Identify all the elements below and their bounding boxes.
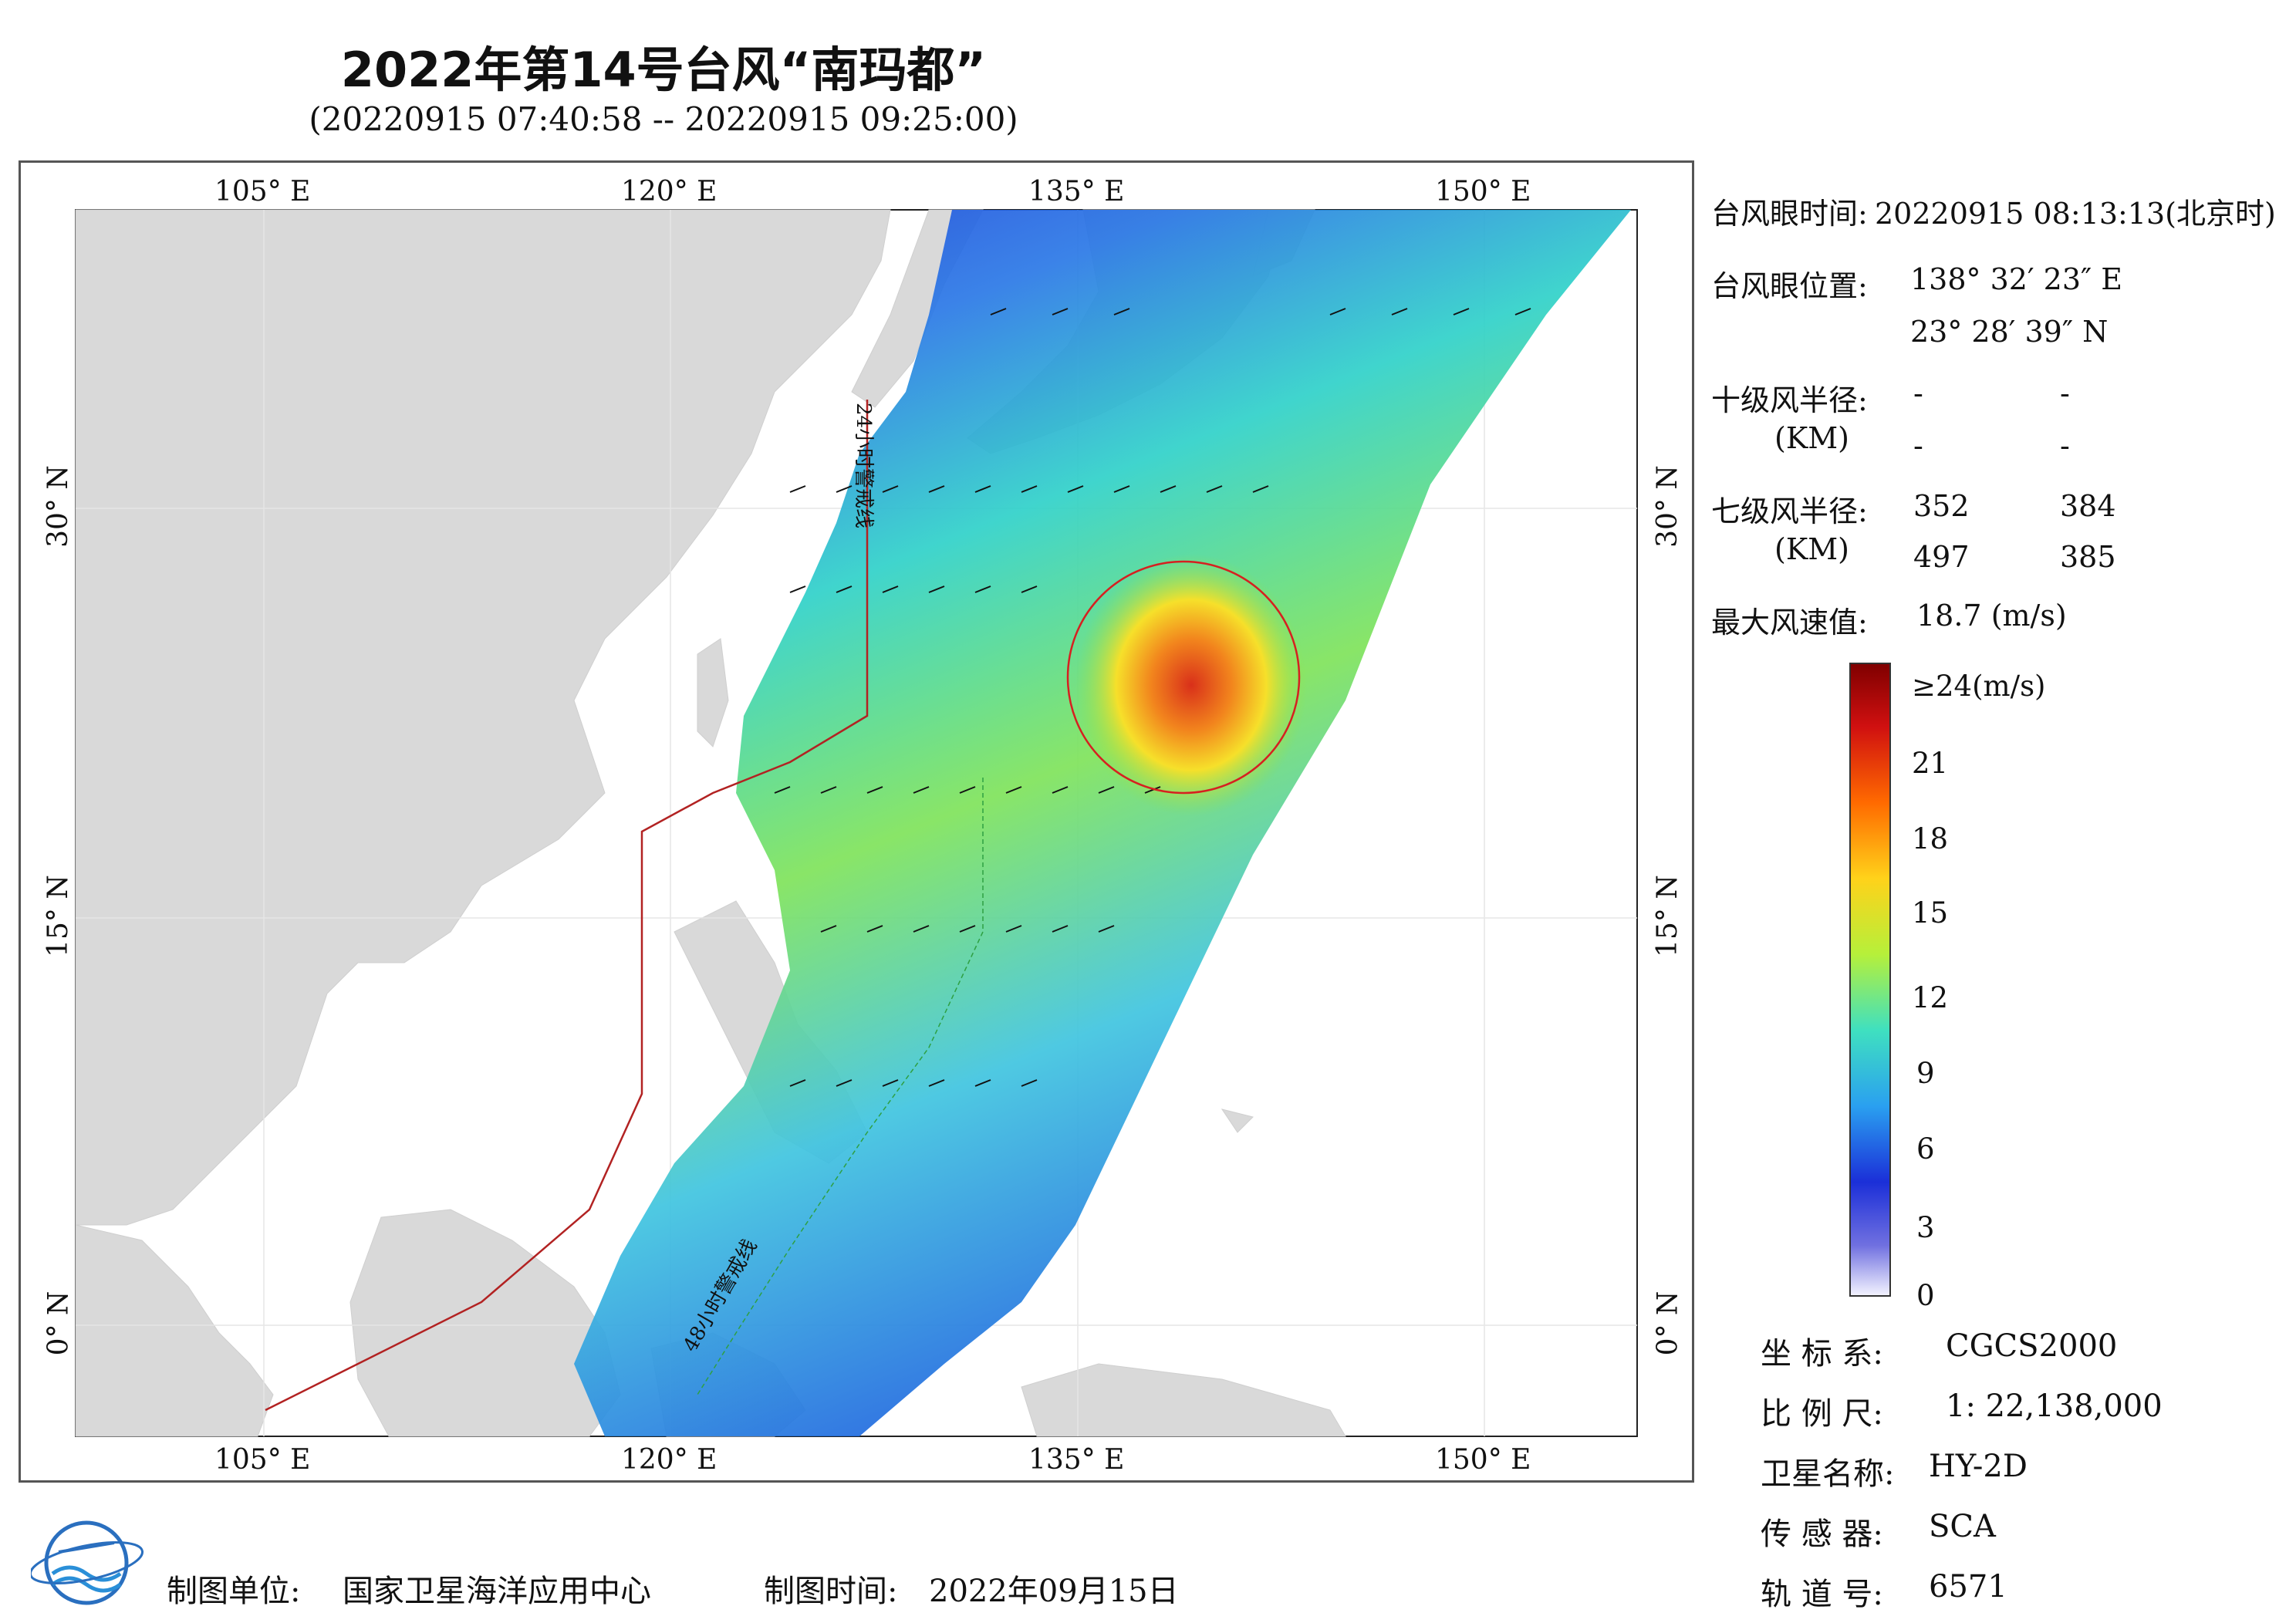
scale-value: 1: 22,138,000 <box>1946 1388 2163 1424</box>
lon-label-top-105: 105° E <box>214 176 311 208</box>
r10-value-nw: - <box>2060 429 2070 463</box>
r7-value-nw: 385 <box>2060 540 2116 574</box>
warning-line-48h <box>697 778 984 1395</box>
r10-value-se: - <box>2060 376 2070 410</box>
orbit-label: 轨 道 号: <box>1761 1577 1883 1612</box>
colorbar-label-0: 0 <box>1916 1279 1935 1312</box>
eye-time-label: 台风眼时间: <box>1711 197 1868 231</box>
typhoon-wind-radius-circle <box>1066 560 1301 795</box>
max-wind-label: 最大风速值: <box>1711 606 1868 639</box>
colorbar-label-3: 3 <box>1916 1211 1935 1244</box>
r10-unit: (KM) <box>1774 421 1849 455</box>
colorbar-label-9: 9 <box>1916 1057 1935 1090</box>
r7-unit: (KM) <box>1774 532 1849 566</box>
eye-time-value: 20220915 08:13:13(北京时) <box>1875 197 2276 231</box>
r10-value-ne: - <box>1913 376 1923 410</box>
nsoas-logo <box>31 1520 144 1605</box>
lat-label-right-15: 15° N <box>1651 875 1683 957</box>
eye-longitude: 138° 32′ 23″ E <box>1910 262 2123 296</box>
lon-label-bottom-120: 120° E <box>621 1444 718 1476</box>
lat-label-left-15: 15° N <box>42 875 74 957</box>
lon-label-bottom-135: 135° E <box>1028 1444 1125 1476</box>
sensor-label: 传 感 器: <box>1761 1517 1883 1552</box>
satellite-value: HY-2D <box>1929 1449 2028 1484</box>
crs-label: 坐 标 系: <box>1761 1336 1883 1372</box>
colorbar-label-21: 21 <box>1912 747 1949 780</box>
typhoon-core-high-wind <box>1075 554 1307 816</box>
crs-value: CGCS2000 <box>1946 1328 2118 1364</box>
r7-value-sw: 497 <box>1913 540 1970 574</box>
lat-label-left-0: 0° N <box>42 1291 75 1356</box>
lon-label-top-150: 150° E <box>1435 176 1531 208</box>
lat-label-right-30: 30° N <box>1651 465 1683 548</box>
scatterometer-swath <box>574 210 1631 1436</box>
satellite-label: 卫星名称: <box>1761 1456 1895 1492</box>
lon-label-bottom-150: 150° E <box>1435 1444 1531 1476</box>
r10-label: 十级风半径: <box>1711 383 1868 417</box>
colorbar-label-18: 18 <box>1912 822 1949 855</box>
colorbar-label-15: 15 <box>1912 896 1949 930</box>
lon-label-top-120: 120° E <box>621 176 718 208</box>
lon-label-top-135: 135° E <box>1028 176 1125 208</box>
r10-value-sw: - <box>1913 429 1923 463</box>
lat-label-right-0: 0° N <box>1652 1291 1684 1356</box>
wind-speed-colorbar <box>1849 663 1891 1297</box>
production-date-value: 2022年09月15日 <box>929 1574 1179 1609</box>
warning-line-24h <box>265 400 869 1412</box>
max-wind-value: 18.7 (m/s) <box>1916 599 2067 633</box>
producer-value: 国家卫星海洋应用中心 <box>343 1574 651 1609</box>
warning-line-24h-label: 24小时警戒线 <box>852 402 876 529</box>
wind-barbs <box>774 308 1531 1087</box>
scale-label: 比 例 尺: <box>1761 1396 1883 1432</box>
production-date-label: 制图时间: <box>764 1574 898 1609</box>
lat-label-left-30: 30° N <box>42 465 74 548</box>
colorbar-label-6: 6 <box>1916 1132 1935 1166</box>
wind-field-map <box>75 209 1638 1437</box>
eye-position-label: 台风眼位置: <box>1711 269 1868 303</box>
orbit-value: 6571 <box>1929 1569 2007 1604</box>
r7-label: 七级风半径: <box>1711 494 1868 528</box>
map-title: 2022年第14号台风“南玛都” <box>340 42 987 98</box>
r7-value-se: 384 <box>2060 489 2116 523</box>
r7-value-ne: 352 <box>1913 489 1970 523</box>
colorbar-label-24: ≥24(m/s) <box>1912 670 2046 703</box>
sensor-value: SCA <box>1929 1509 1996 1544</box>
colorbar-label-12: 12 <box>1912 981 1949 1014</box>
map-subtitle: (20220915 07:40:58 -- 20220915 09:25:00) <box>309 100 1018 138</box>
lon-label-bottom-105: 105° E <box>214 1444 311 1476</box>
producer-label: 制图单位: <box>167 1574 301 1609</box>
eye-latitude: 23° 28′ 39″ N <box>1910 315 2109 349</box>
